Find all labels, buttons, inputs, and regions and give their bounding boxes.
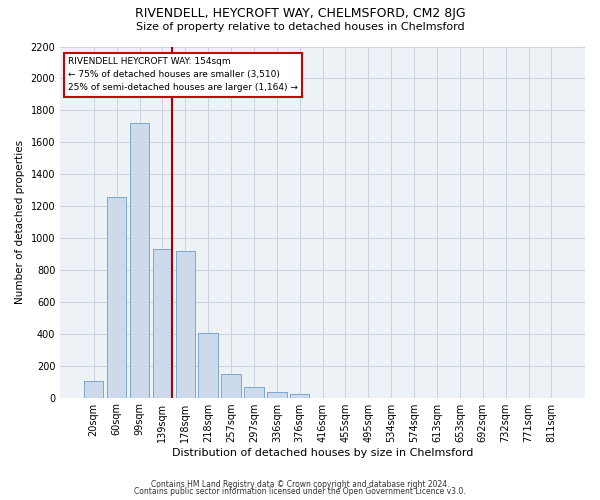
Text: RIVENDELL HEYCROFT WAY: 154sqm
← 75% of detached houses are smaller (3,510)
25% : RIVENDELL HEYCROFT WAY: 154sqm ← 75% of … [68, 57, 298, 92]
X-axis label: Distribution of detached houses by size in Chelmsford: Distribution of detached houses by size … [172, 448, 473, 458]
Bar [267, 392, 287, 398]
Bar [244, 387, 263, 398]
Text: Contains HM Land Registry data © Crown copyright and database right 2024.: Contains HM Land Registry data © Crown c… [151, 480, 449, 489]
Bar [152, 249, 172, 398]
Bar [199, 333, 218, 398]
Bar [84, 381, 103, 398]
Bar [176, 251, 195, 398]
Text: RIVENDELL, HEYCROFT WAY, CHELMSFORD, CM2 8JG: RIVENDELL, HEYCROFT WAY, CHELMSFORD, CM2… [134, 8, 466, 20]
Bar [130, 123, 149, 398]
Text: Size of property relative to detached houses in Chelmsford: Size of property relative to detached ho… [136, 22, 464, 32]
Text: Contains public sector information licensed under the Open Government Licence v3: Contains public sector information licen… [134, 487, 466, 496]
Bar [290, 394, 310, 398]
Y-axis label: Number of detached properties: Number of detached properties [15, 140, 25, 304]
Bar [221, 374, 241, 398]
Bar [107, 196, 127, 398]
